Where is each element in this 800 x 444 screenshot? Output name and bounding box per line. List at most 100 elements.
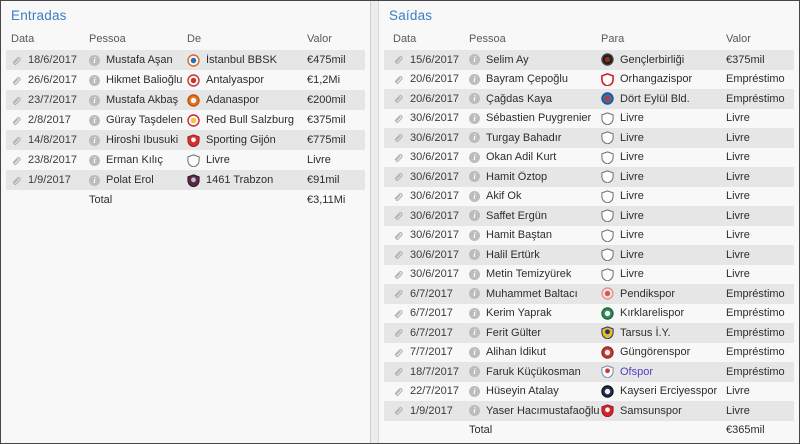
- info-icon[interactable]: i: [469, 229, 480, 241]
- player-name[interactable]: Yaser Hacımustafaoğlu: [486, 404, 600, 417]
- club-name[interactable]: Güngörenspor: [620, 346, 691, 359]
- club-name[interactable]: Gençlerbirliği: [620, 53, 685, 66]
- club-name[interactable]: Livre: [620, 170, 644, 183]
- player-name[interactable]: Alihan İdikut: [486, 346, 546, 359]
- table-row[interactable]: 30/6/2017 i Sébastien Puygrenier Livre Livre: [384, 109, 794, 129]
- table-row[interactable]: 6/7/2017 i Ferit Gülter Tarsus İ.Y. Emprésti…: [384, 323, 794, 343]
- info-icon[interactable]: i: [469, 190, 480, 202]
- club-name[interactable]: Livre: [620, 248, 644, 261]
- column-header-valor[interactable]: Valor: [307, 32, 332, 45]
- club-name[interactable]: Red Bull Salzburg: [206, 114, 295, 126]
- info-icon[interactable]: i: [89, 134, 100, 146]
- table-row[interactable]: 15/6/2017 i Selim Ay Gençlerbirliği €375mil: [384, 50, 794, 70]
- table-row[interactable]: 14/8/2017 i Hiroshi Ibusuki Sporting Gijón €…: [6, 130, 365, 150]
- info-icon[interactable]: i: [469, 249, 480, 261]
- club-name[interactable]: Ofspor: [620, 365, 654, 378]
- player-name[interactable]: Erman Kılıç: [106, 154, 163, 166]
- info-icon[interactable]: i: [469, 54, 480, 66]
- table-row[interactable]: 30/6/2017 i Turgay Bahadır Livre Livre: [384, 128, 794, 148]
- player-name[interactable]: Bayram Çepoğlu: [486, 73, 568, 86]
- column-header-data[interactable]: Data: [393, 32, 417, 45]
- player-name[interactable]: Sébastien Puygrenier: [486, 112, 592, 125]
- player-name[interactable]: Güray Taşdelen: [106, 114, 183, 126]
- info-icon[interactable]: i: [469, 385, 480, 397]
- player-name[interactable]: Hamit Öztop: [486, 170, 548, 183]
- table-row[interactable]: 30/6/2017 i Akif Ok Livre Livre: [384, 187, 794, 207]
- table-row[interactable]: 6/7/2017 i Muhammet Baltacı Pendikspor Empré…: [384, 284, 794, 304]
- info-icon[interactable]: i: [469, 132, 480, 144]
- info-icon[interactable]: i: [469, 151, 480, 163]
- info-icon[interactable]: i: [89, 154, 100, 166]
- table-row[interactable]: 30/6/2017 i Hamit Öztop Livre Livre: [384, 167, 794, 187]
- club-name[interactable]: Samsunspor: [620, 404, 682, 417]
- column-header-pessoa[interactable]: Pessoa: [89, 32, 126, 45]
- column-header-data[interactable]: Data: [11, 32, 35, 45]
- info-icon[interactable]: i: [469, 93, 480, 105]
- club-name[interactable]: Orhangazispor: [620, 73, 693, 86]
- info-icon[interactable]: i: [469, 307, 480, 319]
- player-name[interactable]: Saffet Ergün: [486, 209, 547, 222]
- table-row[interactable]: 1/9/2017 i Yaser Hacımustafaoğlu Samsunspor…: [384, 401, 794, 421]
- player-name[interactable]: Okan Adil Kurt: [486, 151, 557, 164]
- column-header-pessoa[interactable]: Pessoa: [469, 32, 506, 45]
- info-icon[interactable]: i: [89, 74, 100, 86]
- player-name[interactable]: Halil Ertürk: [486, 248, 540, 261]
- club-name[interactable]: Livre: [620, 229, 644, 242]
- table-row[interactable]: 20/6/2017 i Çağdas Kaya Dört Eylül Bld. Empr…: [384, 89, 794, 109]
- column-header-para[interactable]: Para: [601, 32, 625, 45]
- player-name[interactable]: Hiroshi Ibusuki: [106, 134, 179, 146]
- info-icon[interactable]: i: [469, 171, 480, 183]
- table-row[interactable]: 1/9/2017 i Polat Erol 1461 Trabzon €91mil: [6, 170, 365, 190]
- table-row[interactable]: 7/7/2017 i Alihan İdikut Güngörenspor Emprés…: [384, 343, 794, 363]
- player-name[interactable]: Hüseyin Atalay: [486, 385, 559, 398]
- table-row[interactable]: 30/6/2017 i Okan Adil Kurt Livre Livre: [384, 148, 794, 168]
- column-header-de[interactable]: De: [187, 32, 202, 45]
- table-row[interactable]: 30/6/2017 i Halil Ertürk Livre Livre: [384, 245, 794, 265]
- player-name[interactable]: Mustafa Akbaş: [106, 94, 179, 106]
- info-icon[interactable]: i: [469, 346, 480, 358]
- player-name[interactable]: Hamit Baştan: [486, 229, 553, 242]
- player-name[interactable]: Polat Erol: [106, 174, 154, 186]
- club-name[interactable]: Livre: [620, 209, 644, 222]
- club-name[interactable]: Livre: [620, 112, 644, 125]
- table-row[interactable]: 6/7/2017 i Kerim Yaprak Kırklarelispor Empré…: [384, 304, 794, 324]
- club-name[interactable]: Dört Eylül Bld.: [620, 92, 690, 105]
- column-header-valor[interactable]: Valor: [726, 32, 751, 45]
- table-row[interactable]: 18/7/2017 i Faruk Küçükosman Ofspor Emprésti…: [384, 362, 794, 382]
- player-name[interactable]: Çağdas Kaya: [486, 92, 553, 105]
- table-row[interactable]: 23/8/2017 i Erman Kılıç Livre Livre: [6, 150, 365, 170]
- info-icon[interactable]: i: [469, 405, 480, 417]
- player-name[interactable]: Faruk Küçükosman: [486, 365, 581, 378]
- club-name[interactable]: Pendikspor: [620, 287, 676, 300]
- player-name[interactable]: Muhammet Baltacı: [486, 287, 578, 300]
- table-row[interactable]: 2/8/2017 i Güray Taşdelen Red Bull Salzburg…: [6, 110, 365, 130]
- club-name[interactable]: Adanaspor: [206, 94, 260, 106]
- club-name[interactable]: Livre: [620, 190, 644, 203]
- player-name[interactable]: Ferit Gülter: [486, 326, 542, 339]
- club-name[interactable]: Antalyaspor: [206, 74, 265, 86]
- info-icon[interactable]: i: [469, 268, 480, 280]
- club-name[interactable]: İstanbul BBSK: [206, 54, 277, 66]
- club-name[interactable]: Livre: [620, 131, 644, 144]
- player-name[interactable]: Turgay Bahadır: [486, 131, 562, 144]
- info-icon[interactable]: i: [469, 210, 480, 222]
- club-name[interactable]: Kayseri Erciyesspor: [620, 385, 718, 398]
- table-row[interactable]: 30/6/2017 i Metin Temizyürek Livre Livre: [384, 265, 794, 285]
- table-row[interactable]: 20/6/2017 i Bayram Çepoğlu Orhangazispor Emp…: [384, 70, 794, 90]
- club-name[interactable]: Livre: [620, 151, 644, 164]
- player-name[interactable]: Metin Temizyürek: [486, 268, 572, 281]
- club-name[interactable]: Tarsus İ.Y.: [620, 326, 671, 339]
- info-icon[interactable]: i: [89, 94, 100, 106]
- table-row[interactable]: 22/7/2017 i Hüseyin Atalay Kayseri Erciyess…: [384, 382, 794, 402]
- player-name[interactable]: Kerim Yaprak: [486, 307, 552, 320]
- player-name[interactable]: Hikmet Balioğlu: [106, 74, 183, 86]
- club-name[interactable]: Livre: [206, 154, 230, 166]
- club-name[interactable]: Sporting Gijón: [206, 134, 276, 146]
- club-name[interactable]: Livre: [620, 268, 644, 281]
- club-name[interactable]: 1461 Trabzon: [206, 174, 274, 186]
- info-icon[interactable]: i: [469, 73, 480, 85]
- info-icon[interactable]: i: [89, 174, 100, 186]
- table-row[interactable]: 30/6/2017 i Saffet Ergün Livre Livre: [384, 206, 794, 226]
- player-name[interactable]: Mustafa Aşan: [106, 54, 173, 66]
- table-row[interactable]: 23/7/2017 i Mustafa Akbaş Adanaspor €200mil: [6, 90, 365, 110]
